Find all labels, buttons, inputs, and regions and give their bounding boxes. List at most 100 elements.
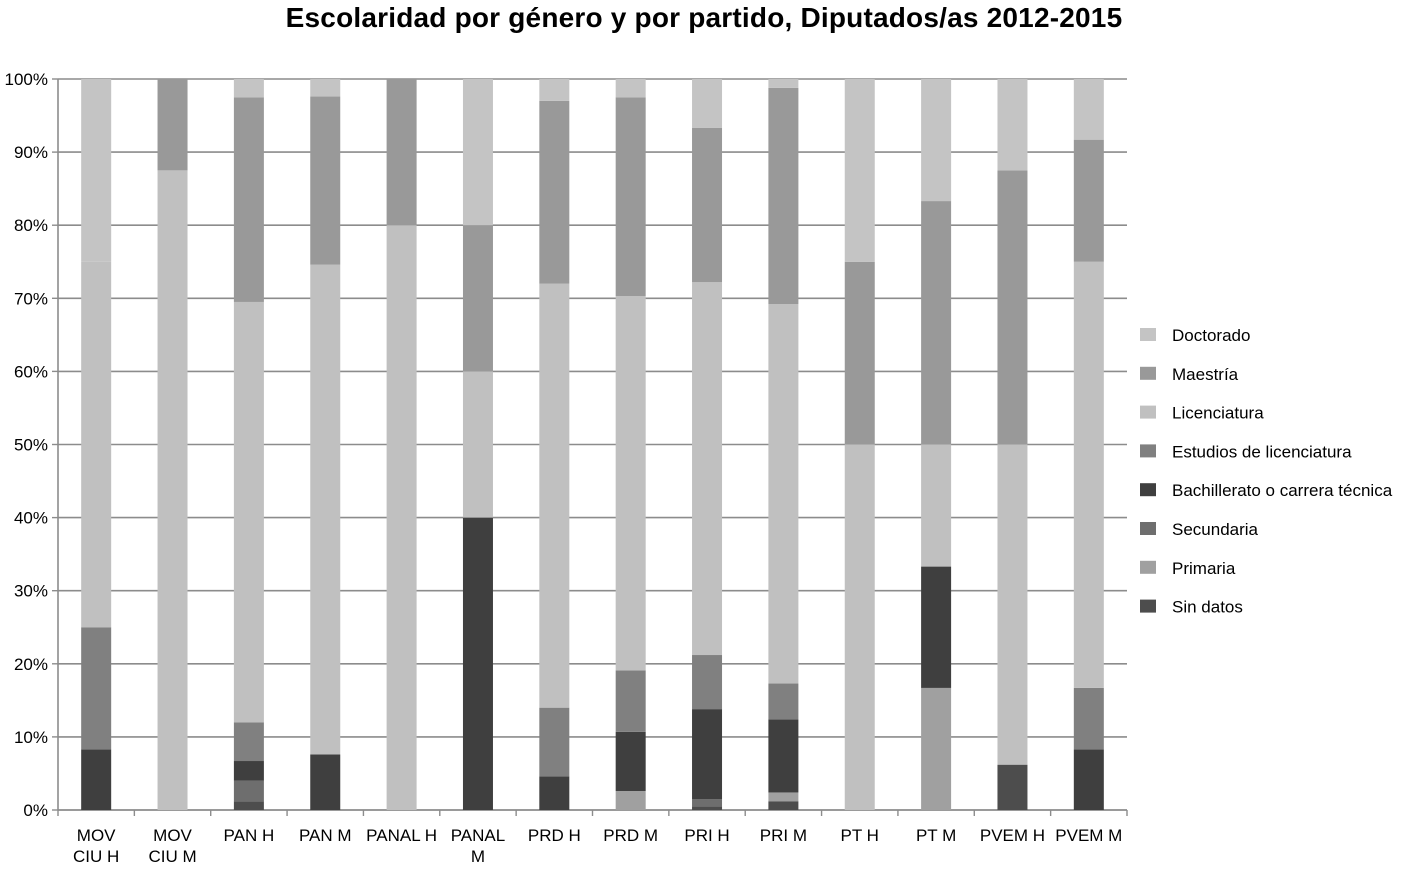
bar-segment [233, 97, 264, 302]
y-tick-label: 60% [14, 362, 48, 381]
legend-swatch [1140, 599, 1156, 613]
bar-segment [921, 79, 952, 202]
x-tick-label: PRI H [684, 826, 729, 845]
bar-segment [768, 719, 799, 793]
bar-segment [997, 764, 1028, 810]
bar-segment [539, 283, 570, 708]
bar-segment [768, 79, 799, 88]
bar-segment [1073, 139, 1104, 262]
bar-segment [921, 444, 952, 567]
y-tick-label: 20% [14, 655, 48, 674]
bar-segment [997, 79, 1028, 171]
x-tick-label: PANAL H [366, 826, 437, 845]
bar-segment [692, 127, 723, 283]
x-tick-label: PT M [916, 826, 956, 845]
bar-segment [692, 282, 723, 656]
x-tick-label: PT H [841, 826, 879, 845]
y-tick-label: 50% [14, 436, 48, 455]
legend-swatch [1140, 483, 1156, 497]
bar-segment [539, 100, 570, 284]
bar-segment [386, 225, 417, 810]
x-tick-label: PVEM M [1055, 826, 1122, 845]
bar-segment [539, 79, 570, 101]
legend-label: Secundaria [1172, 520, 1259, 539]
bar-segment [462, 371, 493, 518]
bar-segment [768, 304, 799, 684]
y-tick-label: 30% [14, 582, 48, 601]
bar-segment [233, 761, 264, 781]
x-tick-label: MOV [77, 826, 116, 845]
bar-segment [692, 709, 723, 800]
bar-segment [81, 627, 112, 750]
legend-label: Doctorado [1172, 326, 1250, 345]
bar-segment [233, 301, 264, 723]
bar-segment [615, 731, 646, 791]
bar-segment [310, 96, 341, 265]
bar-segment [921, 201, 952, 445]
bar-segment [615, 790, 646, 810]
bar-segment [615, 97, 646, 297]
legend-label: Maestría [1172, 365, 1239, 384]
bar-segment [157, 170, 188, 810]
bar-segment [157, 79, 188, 171]
bar-segment [310, 754, 341, 810]
chart-title: Escolaridad por género y por partido, Di… [285, 2, 1123, 33]
legend-label: Licenciatura [1172, 404, 1264, 423]
x-tick-label: CIU H [73, 847, 119, 866]
bar-segment [233, 801, 264, 810]
x-tick-label: M [471, 847, 485, 866]
y-tick-label: 0% [23, 801, 48, 820]
bar-segment [844, 79, 875, 262]
x-tick-label: PANAL [451, 826, 506, 845]
bar-segment [233, 722, 264, 762]
bar-segment [997, 170, 1028, 445]
bar-segment [462, 517, 493, 810]
bar-segment [386, 79, 417, 226]
bar-segment [768, 683, 799, 720]
bar-segment [81, 261, 112, 628]
bar-segment [921, 687, 952, 810]
bar-segment [539, 707, 570, 777]
legend-swatch [1140, 560, 1156, 574]
bar-segment [310, 79, 341, 97]
bar-segment [462, 79, 493, 226]
legend-swatch [1140, 522, 1156, 535]
bar-segment [615, 670, 646, 732]
x-tick-label: PRI M [760, 826, 807, 845]
legend-swatch [1140, 444, 1156, 458]
legend-swatch [1140, 366, 1156, 380]
bar-segment [1073, 749, 1104, 810]
y-tick-label: 90% [14, 143, 48, 162]
legend-label: Estudios de licenciatura [1172, 442, 1352, 461]
bar-segment [692, 799, 723, 807]
x-tick-label: CIU M [148, 847, 196, 866]
y-tick-label: 10% [14, 728, 48, 747]
bar-segment [768, 87, 799, 305]
bar-segment [692, 655, 723, 710]
legend-swatch [1140, 328, 1156, 341]
legend-label: Primaria [1172, 559, 1236, 578]
bar-segment [1073, 79, 1104, 140]
bar-segment [615, 296, 646, 671]
bar-segment [462, 225, 493, 372]
bar-segment [768, 801, 799, 810]
bar-segment [768, 792, 799, 802]
bar-segment [844, 444, 875, 810]
y-tick-label: 70% [14, 289, 48, 308]
x-tick-label: PRD M [603, 826, 658, 845]
bar-segment [233, 780, 264, 802]
x-tick-label: PVEM H [980, 826, 1045, 845]
bar-segment [310, 264, 341, 755]
y-tick-label: 100% [5, 70, 48, 89]
bar-segment [81, 79, 112, 262]
bar-segment [81, 749, 112, 810]
x-tick-label: PAN M [299, 826, 352, 845]
bar-segment [615, 79, 646, 98]
bar-segment [539, 776, 570, 810]
legend-label: Bachillerato o carrera técnica [1172, 481, 1393, 500]
x-tick-label: MOV [153, 826, 192, 845]
bar-segment [692, 806, 723, 810]
legend-label: Sin datos [1172, 598, 1243, 617]
x-tick-label: PRD H [528, 826, 581, 845]
